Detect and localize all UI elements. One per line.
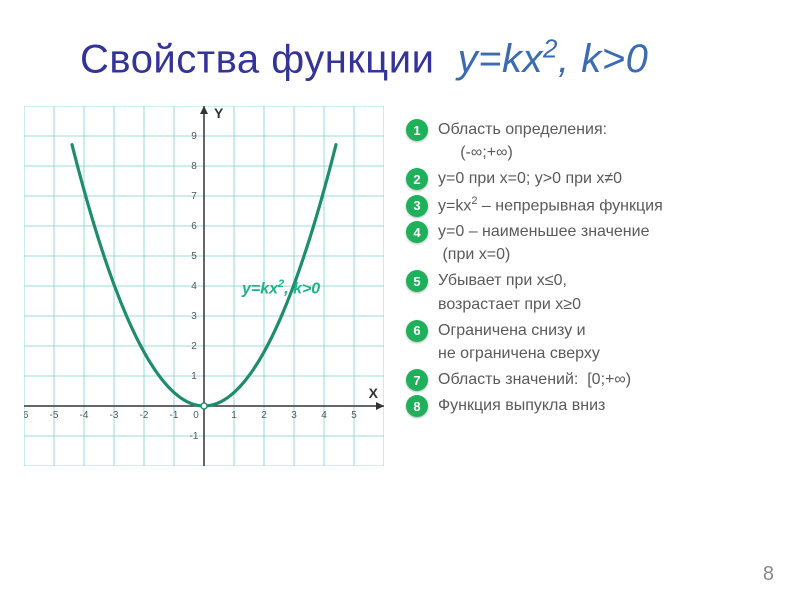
svg-text:-5: -5 xyxy=(50,410,59,421)
svg-text:-1: -1 xyxy=(190,431,199,442)
properties-list: 1 Область определения: (-∞;+∞) 2 y=0 при x=… xyxy=(406,118,786,421)
property-row: 7 Область значений: [0;+∞) xyxy=(406,368,786,391)
property-text: y=0 при x=0; y>0 при x≠0 xyxy=(438,167,622,190)
property-bullet: 5 xyxy=(406,270,428,292)
title-formula: y=kx2, k>0 xyxy=(446,37,648,81)
property-row: 5 Убывает при x≤0,возрастает при x≥0 xyxy=(406,269,786,315)
property-text: Убывает при x≤0,возрастает при x≥0 xyxy=(438,269,581,315)
property-text: Ограничена снизу ине ограничена сверху xyxy=(438,319,600,365)
property-bullet: 3 xyxy=(406,195,428,217)
svg-text:-6: -6 xyxy=(24,410,29,421)
svg-text:2: 2 xyxy=(261,410,267,421)
property-text: Область определения: (-∞;+∞) xyxy=(438,118,607,164)
chart-svg: -6 -5 -4 -3 -2 -1 1 2 3 4 5 -1 1 2 3 4 5 6 7 8 9 0 X Y xyxy=(24,106,384,466)
property-text: Область значений: [0;+∞) xyxy=(438,368,631,391)
property-text: y=kx2 – непрерывная функция xyxy=(438,194,663,218)
svg-text:8: 8 xyxy=(191,161,197,172)
svg-text:-4: -4 xyxy=(80,410,89,421)
svg-text:-1: -1 xyxy=(170,410,179,421)
svg-text:2: 2 xyxy=(191,341,197,352)
property-bullet: 2 xyxy=(406,168,428,190)
svg-text:-3: -3 xyxy=(110,410,119,421)
title-prefix: Свойства функции xyxy=(80,37,434,81)
parabola-chart: -6 -5 -4 -3 -2 -1 1 2 3 4 5 -1 1 2 3 4 5 6 7 8 9 0 X Y y=kx2, k… xyxy=(24,106,384,466)
property-row: 8 Функция выпукла вниз xyxy=(406,394,786,417)
property-text: Функция выпукла вниз xyxy=(438,394,605,417)
svg-text:6: 6 xyxy=(191,221,197,232)
page-title: Свойства функции y=kx2, k>0 xyxy=(80,34,648,82)
svg-text:X: X xyxy=(369,385,379,401)
svg-text:1: 1 xyxy=(231,410,237,421)
svg-text:5: 5 xyxy=(191,251,197,262)
property-bullet: 6 xyxy=(406,320,428,342)
property-bullet: 7 xyxy=(406,369,428,391)
chart-formula-label: y=kx2, k>0 xyxy=(242,278,320,298)
property-bullet: 1 xyxy=(406,119,428,141)
property-row: 4 y=0 – наименьшее значение (при x=0) xyxy=(406,220,786,266)
svg-text:0: 0 xyxy=(193,410,199,421)
svg-text:3: 3 xyxy=(291,410,297,421)
property-row: 2 y=0 при x=0; y>0 при x≠0 xyxy=(406,167,786,190)
svg-text:1: 1 xyxy=(191,371,197,382)
svg-text:5: 5 xyxy=(351,410,357,421)
property-bullet: 4 xyxy=(406,221,428,243)
property-bullet: 8 xyxy=(406,395,428,417)
property-text: y=0 – наименьшее значение (при x=0) xyxy=(438,220,649,266)
svg-text:4: 4 xyxy=(321,410,327,421)
property-row: 3 y=kx2 – непрерывная функция xyxy=(406,194,786,218)
slide: Свойства функции y=kx2, k>0 -6 -5 -4 -3 -2 -1… xyxy=(0,0,800,600)
svg-text:4: 4 xyxy=(191,281,197,292)
property-row: 1 Область определения: (-∞;+∞) xyxy=(406,118,786,164)
svg-text:-2: -2 xyxy=(140,410,149,421)
svg-text:3: 3 xyxy=(191,311,197,322)
svg-text:9: 9 xyxy=(191,131,197,142)
svg-text:7: 7 xyxy=(191,191,197,202)
page-number: 8 xyxy=(763,563,774,586)
svg-text:Y: Y xyxy=(214,106,224,121)
property-row: 6 Ограничена снизу ине ограничена сверху xyxy=(406,319,786,365)
